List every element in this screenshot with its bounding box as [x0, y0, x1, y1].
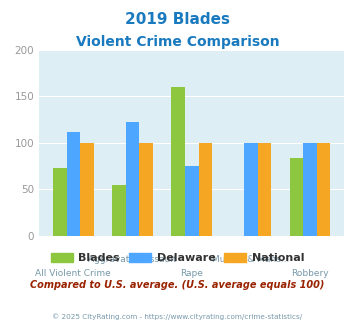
- Bar: [171, 87, 185, 236]
- Bar: [244, 143, 258, 236]
- Bar: [53, 168, 66, 236]
- Bar: [80, 143, 94, 236]
- Bar: [258, 143, 271, 236]
- Legend: Blades, Delaware, National: Blades, Delaware, National: [46, 248, 309, 268]
- Text: 2019 Blades: 2019 Blades: [125, 12, 230, 26]
- Text: Rape: Rape: [180, 269, 203, 278]
- Bar: [126, 122, 139, 236]
- Text: Aggravated Assault: Aggravated Assault: [88, 255, 177, 264]
- Bar: [139, 143, 153, 236]
- Bar: [66, 132, 80, 236]
- Bar: [290, 158, 303, 236]
- Text: © 2025 CityRating.com - https://www.cityrating.com/crime-statistics/: © 2025 CityRating.com - https://www.city…: [53, 314, 302, 320]
- Text: All Violent Crime: All Violent Crime: [36, 269, 111, 278]
- Text: Compared to U.S. average. (U.S. average equals 100): Compared to U.S. average. (U.S. average …: [30, 280, 325, 290]
- Bar: [198, 143, 212, 236]
- Text: Violent Crime Comparison: Violent Crime Comparison: [76, 35, 279, 49]
- Text: Murder & Mans...: Murder & Mans...: [212, 255, 290, 264]
- Bar: [185, 166, 198, 236]
- Bar: [303, 143, 317, 236]
- Bar: [317, 143, 331, 236]
- Bar: [112, 185, 126, 236]
- Text: Robbery: Robbery: [291, 269, 329, 278]
